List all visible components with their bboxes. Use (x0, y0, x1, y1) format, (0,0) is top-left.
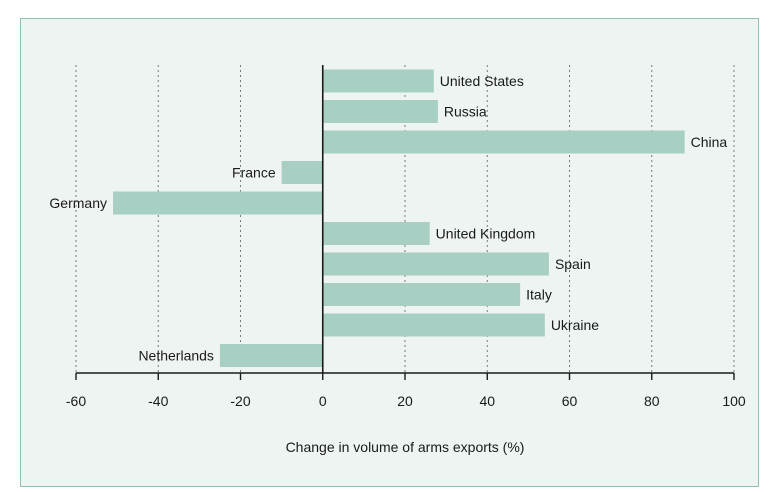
x-tick-label-20: -20 (230, 393, 250, 409)
x-tick-label-100: 100 (722, 393, 746, 409)
bar-label-united-kingdom: United Kingdom (436, 226, 536, 242)
bar-label-germany: Germany (49, 195, 107, 211)
bar-label-spain: Spain (555, 256, 591, 272)
chart-frame: United States Russia China France Germany Uni… (20, 18, 759, 487)
bar-russia (322, 100, 438, 123)
bar-label-ukraine: Ukraine (551, 317, 599, 333)
bar-germany (113, 191, 323, 215)
bars (113, 69, 685, 367)
bar-united-states (322, 69, 434, 93)
bar-label-russia: Russia (444, 104, 487, 120)
bar-ukraine (322, 313, 545, 337)
x-tick-label-20: 20 (397, 393, 413, 409)
x-axis: -60 -40 -20 0 20 40 60 80 100 (66, 65, 746, 409)
bar-china (322, 130, 685, 154)
bar-italy (322, 283, 521, 306)
bar-label-united-states: United States (440, 73, 524, 89)
x-tick-label-40: -40 (148, 393, 168, 409)
bar-label-netherlands: Netherlands (138, 348, 214, 364)
x-tick-label-60: -60 (66, 393, 86, 409)
bar-france (281, 161, 323, 184)
bar-netherlands (219, 344, 323, 367)
bar-label-france: France (232, 165, 276, 181)
bar-label-china: China (691, 134, 728, 150)
x-tick-label-80: 80 (644, 393, 660, 409)
x-tick-label-60: 60 (562, 393, 578, 409)
bar-chart: United States Russia China France Germany Uni… (49, 65, 746, 455)
x-tick-label-0: 0 (319, 393, 327, 409)
bar-united-kingdom (322, 222, 430, 245)
bar-spain (322, 252, 549, 276)
x-axis-label: Change in volume of arms exports (%) (286, 439, 525, 455)
bar-label-italy: Italy (526, 287, 552, 303)
bar-labels: United States Russia China France Germany Uni… (49, 73, 727, 364)
x-tick-label-40: 40 (479, 393, 495, 409)
